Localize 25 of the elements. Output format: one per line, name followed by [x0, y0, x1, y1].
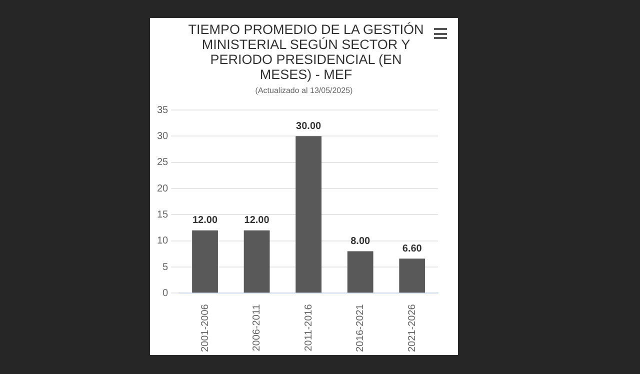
x-tick-label: 2011-2016: [303, 304, 314, 352]
x-tick-label: 2006-2011: [252, 304, 263, 352]
y-tick-label: 30: [157, 130, 169, 142]
data-label: 12.00: [244, 215, 270, 226]
x-tick-label: 2001-2006: [200, 304, 211, 352]
data-label: 6.60: [402, 243, 422, 254]
bar: [192, 230, 218, 293]
data-label: 30.00: [296, 120, 322, 132]
chart-subtitle: (Actualizado al 13/05/2025): [254, 86, 354, 95]
x-tick-label: 2021-2026: [406, 304, 418, 352]
bar: [244, 230, 270, 293]
y-tick-label: 35: [157, 104, 169, 116]
x-tick-label: 2016-2021: [355, 304, 366, 352]
y-tick-label: 25: [157, 157, 169, 168]
data-label: 12.00: [192, 215, 218, 226]
y-tick-label: 15: [157, 209, 169, 220]
y-tick-label: 0: [162, 288, 169, 299]
chart-title: TIEMPO PROMEDIO DE LA GESTIÓN MINISTERIAL SEGÚN SECTOR Y PERIODO PRESIDENCIAL (EN MESES) - MEF: [188, 22, 424, 82]
bar: [347, 251, 374, 293]
bar: [296, 136, 322, 293]
bar: [399, 258, 426, 293]
y-tick-label: 20: [157, 183, 169, 194]
y-tick-label: 5: [162, 262, 169, 273]
data-label: 8.00: [350, 236, 371, 248]
y-tick-label: 10: [157, 236, 169, 247]
